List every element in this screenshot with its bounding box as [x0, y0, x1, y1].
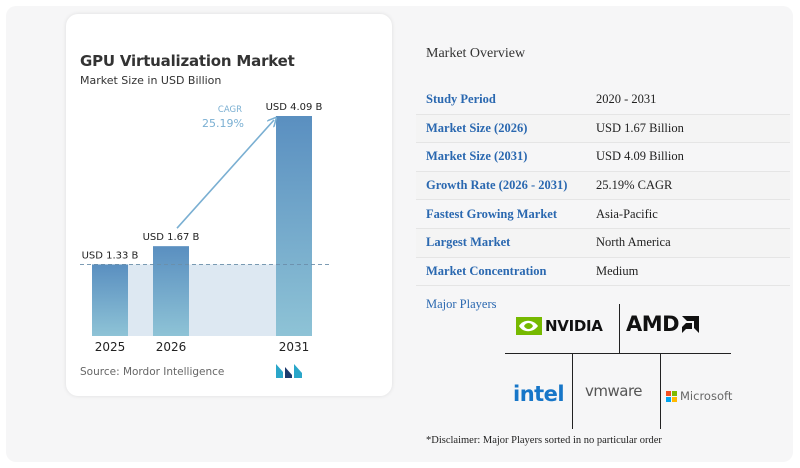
- divider: [572, 353, 573, 429]
- overview-value: USD 4.09 Billion: [596, 149, 684, 164]
- category-label: 2031: [279, 340, 310, 354]
- vmware-logo: vmware: [585, 382, 643, 400]
- bar: [153, 246, 189, 336]
- players-title: Major Players: [426, 297, 497, 311]
- bar: [92, 264, 128, 336]
- cagr-label: CAGR: [218, 105, 242, 115]
- overview-label: Market Size (2031): [426, 149, 528, 164]
- divider: [505, 353, 731, 354]
- overview-label: Market Concentration: [426, 263, 547, 278]
- nvidia-wordmark: NVIDIA: [545, 317, 603, 335]
- baseline-band: [92, 264, 312, 336]
- microsoft-logo: Microsoft: [666, 389, 732, 403]
- mordor-intelligence-logo-icon: [276, 364, 302, 378]
- overview-label: Largest Market: [426, 235, 511, 250]
- overview-label: Growth Rate (2026 - 2031): [426, 178, 568, 193]
- category-label: 2026: [156, 340, 187, 354]
- amd-logo: AMD: [626, 312, 700, 336]
- chart-title: GPU Virtualization Market: [80, 52, 295, 70]
- amd-arrow-icon: [682, 315, 700, 333]
- overview-value: North America: [596, 235, 671, 250]
- data-label: USD 4.09 B: [266, 102, 323, 113]
- overview-title: Market Overview: [426, 46, 526, 61]
- cagr-value: 25.19%: [202, 117, 244, 130]
- category-label: 2025: [95, 340, 126, 354]
- disclaimer: *Disclaimer: Major Players sorted in no …: [426, 435, 662, 446]
- nvidia-eye-icon: [516, 317, 542, 335]
- overview-value: 25.19% CAGR: [596, 178, 673, 193]
- overview-value: Medium: [596, 263, 639, 278]
- microsoft-wordmark: Microsoft: [680, 389, 733, 403]
- nvidia-logo: NVIDIA: [516, 316, 603, 336]
- data-label: USD 1.67 B: [143, 232, 200, 243]
- overview-table: Study Period 2020 - 2031 Market Size (20…: [416, 86, 790, 287]
- players-logos: NVIDIA AMD intel vmware Microsoft: [505, 304, 732, 429]
- data-label: USD 1.33 B: [82, 250, 139, 261]
- overview-row: Growth Rate (2026 - 2031) 25.19% CAGR: [416, 171, 790, 201]
- overview-label: Study Period: [426, 92, 496, 107]
- overview-row: Study Period 2020 - 2031: [416, 86, 790, 115]
- overview-value: Asia-Pacific: [596, 206, 658, 221]
- overview-row: Market Size (2026) USD 1.67 Billion: [416, 114, 790, 144]
- amd-wordmark: AMD: [626, 312, 680, 336]
- overview-row: Largest Market North America: [416, 228, 790, 258]
- divider: [660, 353, 661, 429]
- cagr-arrow: [176, 120, 274, 229]
- intel-logo: intel: [513, 382, 565, 406]
- bar: [276, 116, 312, 336]
- overview-label: Market Size (2026): [426, 120, 528, 135]
- chart-subtitle: Market Size in USD Billion: [80, 74, 222, 87]
- divider: [619, 304, 620, 353]
- overview-value: USD 1.67 Billion: [596, 120, 684, 135]
- overview-row: Market Size (2031) USD 4.09 Billion: [416, 143, 790, 172]
- source-text: Source: Mordor Intelligence: [80, 366, 225, 378]
- overview-row: Fastest Growing Market Asia-Pacific: [416, 200, 790, 229]
- overview-row: Market Concentration Medium: [416, 258, 790, 287]
- overview-label: Fastest Growing Market: [426, 206, 557, 221]
- bar-chart: USD 1.33 B USD 1.67 B USD 4.09 B 2025 2026 20…: [80, 102, 330, 354]
- overview-value: 2020 - 2031: [596, 92, 657, 107]
- microsoft-grid-icon: [666, 390, 677, 402]
